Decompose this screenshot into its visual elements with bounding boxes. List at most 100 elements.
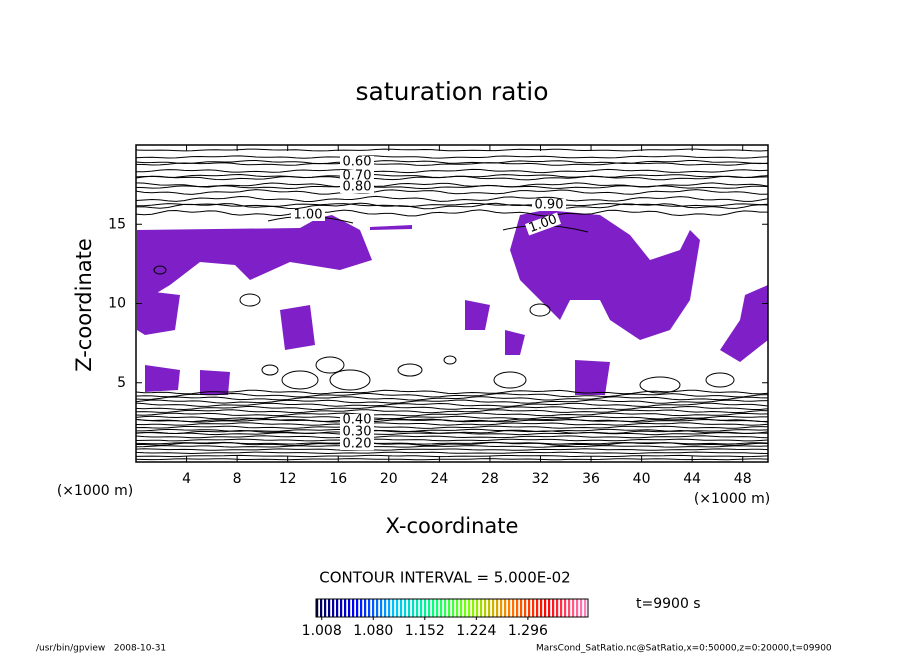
colorbar-swatch	[500, 599, 503, 617]
colorbar-swatch	[412, 599, 415, 617]
x-tick-label: 8	[233, 471, 242, 487]
colorbar-swatch	[352, 599, 355, 617]
contour-label: 0.30	[343, 425, 372, 440]
colorbar-swatch	[436, 599, 439, 617]
contour-line	[135, 402, 769, 407]
contour-line	[135, 159, 769, 165]
colorbar-swatch	[540, 599, 543, 617]
colorbar-swatch	[320, 599, 323, 617]
x-tick-label: 32	[532, 471, 550, 487]
y-axis-label: Z-coordinate	[72, 238, 96, 372]
contour-line	[135, 148, 769, 152]
supersaturated-region	[280, 305, 315, 350]
colorbar-swatch	[488, 599, 491, 617]
colorbar-swatch	[440, 599, 443, 617]
colorbar-swatch	[416, 599, 419, 617]
contour-label-bg	[340, 414, 374, 426]
colorbar-swatch	[388, 599, 391, 617]
supersaturated-region	[145, 365, 180, 392]
colorbar-swatch	[392, 599, 395, 617]
contour-label-bg	[340, 156, 374, 168]
colorbar-swatch	[444, 599, 447, 617]
colorbar-swatch	[408, 599, 411, 617]
colorbar-swatch	[572, 599, 575, 617]
contour-line	[136, 428, 769, 433]
colorbar-swatch	[556, 599, 559, 617]
contour-line	[135, 415, 768, 420]
contour-label: 0.70	[343, 169, 372, 184]
x-tick-label: 16	[329, 471, 347, 487]
contour-line	[135, 209, 768, 217]
contour-line	[135, 173, 769, 179]
colorbar-swatch	[356, 599, 359, 617]
contour-line	[135, 184, 769, 190]
contour-line	[135, 448, 769, 451]
contour-line	[135, 389, 769, 395]
y-tick-label: 10	[108, 296, 126, 312]
contour-line	[135, 422, 769, 426]
contour-interval: CONTOUR INTERVAL = 5.000E-02	[319, 569, 570, 587]
x-unit-label: (×1000 m)	[694, 491, 770, 507]
contour-line	[135, 182, 769, 188]
colorbar-swatch	[404, 599, 407, 617]
colorbar-swatch	[528, 599, 531, 617]
supersaturated-region	[575, 360, 610, 395]
colorbar-swatch	[452, 599, 455, 617]
colorbar-swatch	[368, 599, 371, 617]
contour-line	[135, 412, 769, 417]
colorbar-swatch	[532, 599, 535, 617]
colorbar-swatch	[468, 599, 471, 617]
supersaturated-region	[510, 210, 700, 340]
colorbar-swatch	[424, 599, 427, 617]
x-tick-label: 44	[683, 471, 701, 487]
colorbar-swatch	[428, 599, 431, 617]
colorbar-swatch	[420, 599, 423, 617]
x-tick-label: 28	[481, 471, 499, 487]
colorbar-swatch	[560, 599, 563, 617]
contour-label: 0.40	[343, 413, 372, 428]
contour-line	[135, 396, 769, 401]
colorbar-swatch	[464, 599, 467, 617]
contour-line	[136, 441, 769, 447]
colorbar-swatch	[580, 599, 583, 617]
colorbar-swatch	[432, 599, 435, 617]
x-tick-label: 12	[279, 471, 297, 487]
x-tick-label: 40	[633, 471, 651, 487]
y-unit-label: (×1000 m)	[57, 483, 133, 499]
supersaturated-region	[137, 215, 372, 300]
contour-line	[135, 409, 769, 414]
x-tick-label: 20	[380, 471, 398, 487]
contour-label-bg	[340, 426, 374, 438]
supersaturated-region	[370, 225, 412, 230]
contour-label: 1.00	[294, 208, 323, 223]
colorbar-swatch	[384, 599, 387, 617]
contour-line	[135, 155, 769, 159]
colorbar-swatch	[552, 599, 555, 617]
contour-label: 0.90	[535, 198, 564, 213]
colorbar-swatch	[480, 599, 483, 617]
colorbar-swatch	[484, 599, 487, 617]
colorbar-swatch	[564, 599, 567, 617]
contour-label: 0.80	[343, 180, 372, 195]
colorbar-swatch	[456, 599, 459, 617]
colorbar-swatch	[568, 599, 571, 617]
colorbar-swatch	[344, 599, 347, 617]
supersaturated-region	[720, 285, 768, 362]
colorbar-swatch	[324, 599, 327, 617]
colorbar-swatch	[348, 599, 351, 617]
contour-line	[135, 429, 769, 435]
colorbar-swatch	[340, 599, 343, 617]
colorbar-swatch	[380, 599, 383, 617]
contour-line	[135, 435, 769, 439]
supersaturated-region	[465, 300, 490, 330]
colorbar-tick-label: 1.080	[353, 623, 393, 639]
colorbar-swatch	[460, 599, 463, 617]
contour-line	[135, 392, 769, 398]
contour-line	[135, 454, 769, 458]
colorbar-swatch	[516, 599, 519, 617]
contour-line	[135, 405, 769, 411]
contour-line	[135, 189, 769, 195]
supersaturated-region	[505, 330, 525, 355]
supersaturated-region	[137, 290, 180, 335]
colorbar-swatch	[336, 599, 339, 617]
